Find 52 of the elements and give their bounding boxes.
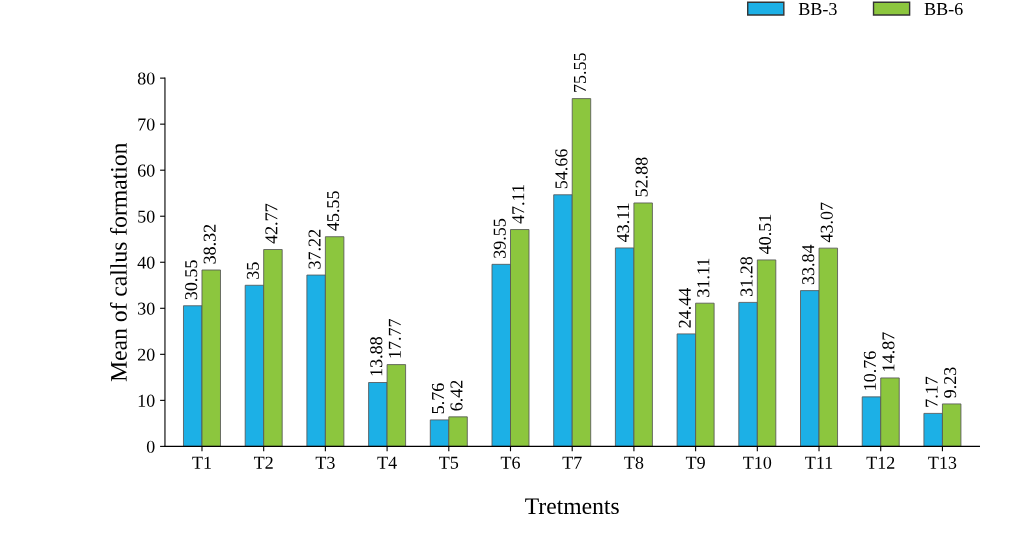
x-tick-label: T3 bbox=[315, 456, 335, 469]
y-tick-label: 50 bbox=[138, 210, 155, 223]
data-label: 43.07 bbox=[820, 202, 833, 243]
x-tick-label: T8 bbox=[624, 456, 644, 469]
data-label: 13.88 bbox=[370, 337, 383, 376]
data-label: 5.76 bbox=[431, 383, 445, 414]
x-tick-label: T11 bbox=[805, 456, 833, 469]
data-label: 39.55 bbox=[493, 218, 506, 258]
data-label: 75.55 bbox=[573, 53, 587, 92]
legend-label: BB-3 bbox=[798, 2, 837, 16]
data-label: 30.55 bbox=[185, 260, 198, 300]
data-label: 6.42 bbox=[450, 380, 463, 411]
data-label: 31.28 bbox=[740, 256, 753, 296]
x-tick-label: T6 bbox=[500, 456, 520, 469]
data-label: 43.11 bbox=[617, 203, 630, 243]
x-tick-label: T5 bbox=[439, 456, 459, 469]
y-tick-label: 30 bbox=[138, 302, 155, 315]
x-tick-label: T7 bbox=[562, 456, 582, 469]
x-tick-label: T10 bbox=[743, 456, 772, 469]
y-axis-title: Mean of callus formation bbox=[109, 142, 127, 382]
y-tick-label: 10 bbox=[138, 394, 155, 407]
data-label: 47.11 bbox=[512, 185, 525, 224]
y-tick-label: 0 bbox=[146, 440, 155, 453]
data-label: 14.87 bbox=[882, 332, 895, 371]
data-label: 35 bbox=[246, 262, 259, 279]
data-label: 9.23 bbox=[944, 367, 957, 398]
x-tick-label: T1 bbox=[192, 456, 211, 469]
data-label: 31.11 bbox=[697, 258, 710, 297]
y-tick-label: 20 bbox=[137, 348, 155, 361]
x-tick-label: T9 bbox=[685, 456, 705, 469]
data-label: 37.22 bbox=[308, 229, 321, 269]
x-tick-label: T2 bbox=[253, 456, 273, 469]
data-label: 33.84 bbox=[802, 244, 815, 285]
data-label: 52.88 bbox=[635, 157, 648, 197]
data-label: 7.17 bbox=[925, 376, 938, 407]
y-tick-label: 80 bbox=[137, 72, 155, 85]
x-tick-label: T4 bbox=[377, 456, 397, 469]
y-tick-label: 70 bbox=[138, 118, 155, 131]
data-label: 38.32 bbox=[203, 224, 216, 264]
data-label: 54.66 bbox=[555, 149, 568, 189]
data-label: 45.55 bbox=[327, 191, 340, 231]
data-label: 42.77 bbox=[265, 203, 278, 244]
x-axis-title: Tretments bbox=[525, 498, 619, 515]
x-tick-label: T12 bbox=[866, 456, 895, 469]
data-label: 40.51 bbox=[758, 214, 772, 254]
x-tick-label: T13 bbox=[928, 456, 957, 469]
y-tick-label: 60 bbox=[137, 164, 155, 177]
data-label: 17.77 bbox=[388, 318, 401, 358]
legend-label: BB-6 bbox=[924, 2, 963, 16]
y-tick-label: 40 bbox=[137, 256, 155, 269]
data-label: 10.76 bbox=[863, 351, 877, 390]
data-label: 24.44 bbox=[678, 287, 691, 328]
